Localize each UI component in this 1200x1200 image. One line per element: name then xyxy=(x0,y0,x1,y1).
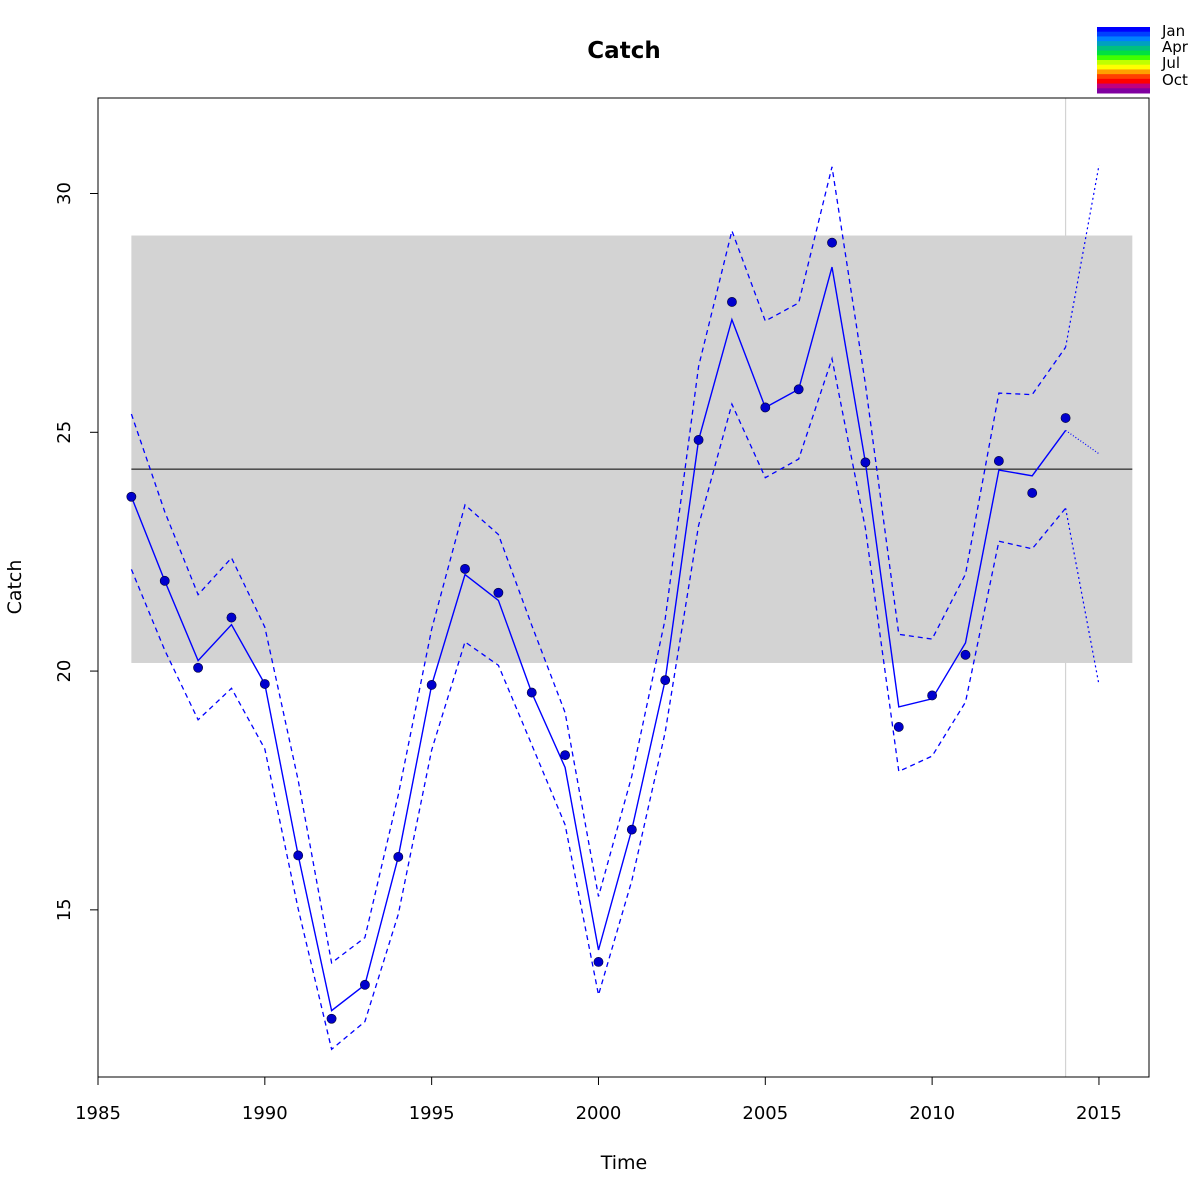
data-point xyxy=(126,491,137,502)
legend-label: Jan xyxy=(1161,22,1185,40)
data-point xyxy=(460,563,470,574)
x-axis-label: Time xyxy=(600,1152,648,1174)
data-point xyxy=(727,297,737,307)
y-tick-label: 30 xyxy=(54,182,75,205)
chart-title: Catch xyxy=(587,38,660,64)
data-point xyxy=(760,402,771,413)
legend-color-swatch xyxy=(1097,60,1150,66)
forecast-mean-line xyxy=(1065,429,1100,455)
x-tick-label: 2015 xyxy=(1076,1103,1122,1124)
points-layer xyxy=(126,237,1071,1024)
legend-color-swatch xyxy=(1097,64,1150,70)
data-point xyxy=(860,457,871,468)
legend-color-swatch xyxy=(1097,31,1150,37)
data-point xyxy=(360,979,370,990)
legend-color-swatch xyxy=(1097,50,1150,56)
legend-color-swatch xyxy=(1097,74,1150,80)
legend-label: Oct xyxy=(1162,71,1188,89)
x-tick-label: 2010 xyxy=(909,1103,955,1124)
data-point xyxy=(326,1013,337,1024)
data-point xyxy=(693,435,704,445)
data-point xyxy=(159,575,170,586)
data-point xyxy=(593,957,604,967)
legend-color-swatch xyxy=(1097,88,1150,94)
legend-color-swatch xyxy=(1097,36,1150,42)
legend-color-swatch xyxy=(1097,78,1150,85)
data-point xyxy=(393,851,404,862)
data-point xyxy=(960,649,971,660)
legend-color-swatch xyxy=(1097,83,1150,89)
lower-bound-line xyxy=(130,356,1067,1051)
legend-color-swatch xyxy=(1097,27,1150,33)
x-tick-label: 2000 xyxy=(576,1103,622,1124)
range-band-layer xyxy=(131,235,1133,663)
forecast-upper-line xyxy=(1065,165,1100,348)
data-point xyxy=(259,679,270,689)
x-tick-label: 1985 xyxy=(75,1103,121,1124)
legend-color-swatch xyxy=(1097,41,1150,47)
data-point xyxy=(793,384,804,395)
series-layer xyxy=(130,165,1100,1051)
y-axis-label: Catch xyxy=(4,560,26,615)
data-point xyxy=(493,587,504,598)
data-point xyxy=(827,237,837,248)
data-point xyxy=(1027,488,1038,498)
data-point xyxy=(293,850,304,861)
legend-color-swatch xyxy=(1097,69,1150,75)
legend-color-swatch xyxy=(1097,45,1150,52)
y-tick-label: 15 xyxy=(54,898,75,921)
y-tick-label: 20 xyxy=(54,660,75,683)
x-tick-label: 2005 xyxy=(742,1103,788,1124)
fitted-line xyxy=(130,266,1067,1012)
y-tick-label: 25 xyxy=(54,421,75,444)
data-point xyxy=(560,750,571,761)
legend-label: Apr xyxy=(1162,38,1189,56)
data-point xyxy=(893,722,904,732)
data-point xyxy=(226,612,237,623)
x-axis: 1985 1990 1995 2000 2005 2010 2015 xyxy=(75,1076,1122,1124)
y-axis: 15 20 25 30 xyxy=(54,182,99,921)
x-tick-label: 1990 xyxy=(242,1103,288,1124)
data-point xyxy=(993,456,1004,466)
data-point xyxy=(1060,413,1071,423)
upper-bound-line xyxy=(130,166,1067,965)
data-point xyxy=(193,662,203,673)
x-tick-label: 1995 xyxy=(409,1103,455,1124)
range-band xyxy=(131,235,1133,663)
data-point xyxy=(626,824,637,835)
data-point xyxy=(927,690,938,701)
data-point xyxy=(660,675,671,686)
data-point xyxy=(426,680,437,690)
legend-color-swatch xyxy=(1097,55,1150,61)
legend-label: Jul xyxy=(1161,54,1180,72)
data-point xyxy=(526,687,537,698)
